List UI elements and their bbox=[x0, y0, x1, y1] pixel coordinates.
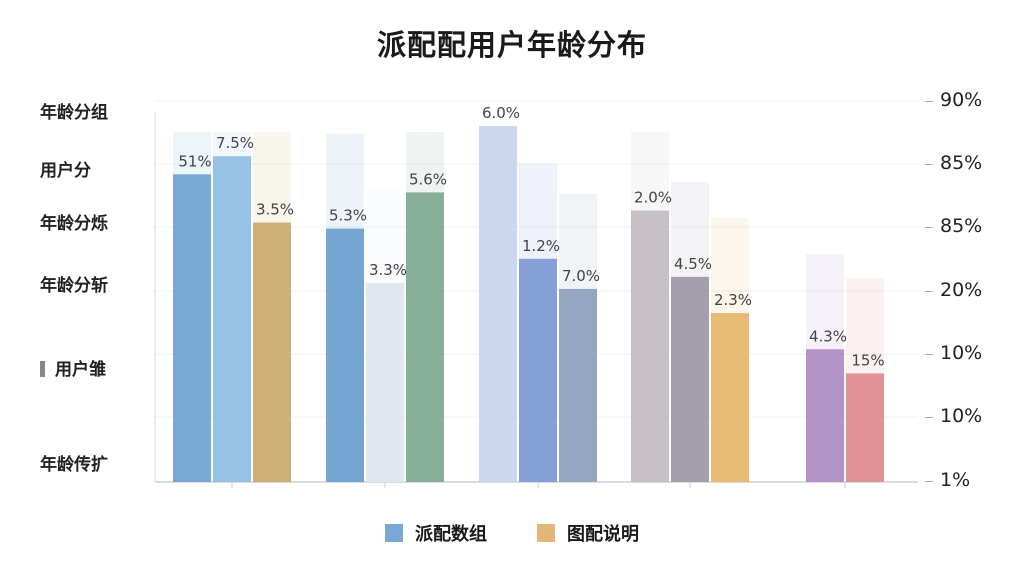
bar bbox=[846, 373, 884, 482]
data-label: 3.3% bbox=[369, 261, 407, 279]
data-label: 3.5% bbox=[256, 201, 294, 219]
chart-title: 派配配用户年龄分布 bbox=[376, 28, 647, 62]
data-label: 4.3% bbox=[809, 327, 847, 345]
bar bbox=[631, 210, 669, 482]
data-label: 5.3% bbox=[329, 207, 367, 225]
data-label: 5.6% bbox=[409, 170, 447, 188]
right-axis-tick bbox=[925, 227, 933, 228]
data-label: 6.0% bbox=[482, 104, 520, 122]
data-label: 7.0% bbox=[562, 267, 600, 285]
row-label: 用户分 bbox=[40, 161, 91, 181]
bar bbox=[326, 228, 364, 482]
legend-swatch bbox=[385, 524, 403, 542]
right-axis-label: 1% bbox=[940, 469, 971, 491]
data-label: 7.5% bbox=[216, 134, 254, 152]
row-label: 用户雏 bbox=[40, 355, 106, 380]
bar bbox=[479, 126, 517, 483]
data-label: 51% bbox=[178, 152, 211, 170]
right-axis-label: 85% bbox=[940, 152, 983, 174]
legend-label: 图配说明 bbox=[567, 524, 639, 545]
legend-item: 图配说明 bbox=[537, 520, 639, 546]
bar bbox=[559, 288, 597, 482]
row-label: 年龄分烁 bbox=[40, 214, 108, 234]
right-axis-tick bbox=[925, 291, 933, 292]
legend-label: 派配数组 bbox=[415, 524, 487, 545]
right-axis-label: 85% bbox=[940, 215, 983, 237]
right-axis-tick bbox=[925, 101, 933, 102]
bar bbox=[519, 258, 557, 482]
bar bbox=[366, 282, 404, 482]
row-marker-icon bbox=[40, 361, 45, 377]
legend-swatch bbox=[537, 524, 555, 542]
bar bbox=[671, 276, 709, 482]
right-axis-label: 10% bbox=[940, 342, 983, 364]
right-axis-label: 10% bbox=[940, 405, 983, 427]
bar bbox=[173, 174, 211, 483]
bar bbox=[213, 156, 251, 482]
data-label: 15% bbox=[851, 351, 884, 369]
bar bbox=[406, 192, 444, 482]
bar bbox=[711, 313, 749, 482]
row-label: 年龄分斩 bbox=[40, 276, 108, 296]
legend-item: 派配数组 bbox=[385, 520, 487, 546]
right-axis-tick bbox=[925, 164, 933, 165]
data-label: 1.2% bbox=[522, 237, 560, 255]
right-axis-label: 20% bbox=[940, 279, 983, 301]
row-label: 年龄传扩 bbox=[40, 455, 108, 475]
bar bbox=[806, 349, 844, 482]
right-axis-tick bbox=[925, 417, 933, 418]
chart-legend: 派配数组 图配说明 bbox=[0, 520, 1024, 546]
row-label: 年龄分组 bbox=[40, 103, 108, 123]
data-label: 2.0% bbox=[634, 189, 672, 207]
data-label: 2.3% bbox=[714, 291, 752, 309]
data-label: 4.5% bbox=[674, 255, 712, 273]
right-axis-tick bbox=[925, 354, 933, 355]
bar bbox=[253, 222, 291, 483]
right-axis-tick bbox=[925, 481, 933, 482]
right-axis-label: 90% bbox=[940, 89, 983, 111]
